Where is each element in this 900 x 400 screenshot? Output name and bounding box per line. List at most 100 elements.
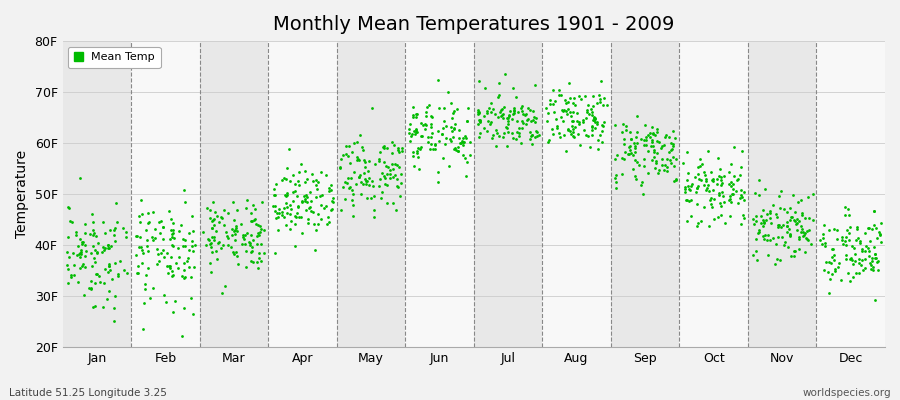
Point bbox=[391, 184, 405, 190]
Point bbox=[214, 215, 229, 222]
Point bbox=[570, 110, 584, 116]
Point bbox=[407, 163, 421, 170]
Point bbox=[177, 236, 192, 243]
Point bbox=[774, 188, 788, 194]
Point bbox=[737, 189, 751, 195]
Point bbox=[78, 264, 93, 270]
Point bbox=[518, 112, 532, 118]
Point bbox=[204, 225, 219, 231]
Point bbox=[866, 264, 880, 270]
Point bbox=[205, 218, 220, 224]
Point bbox=[608, 122, 622, 128]
Point bbox=[310, 220, 325, 227]
Point bbox=[280, 192, 294, 198]
Point bbox=[425, 114, 439, 120]
Point bbox=[683, 183, 698, 189]
Point bbox=[202, 260, 217, 266]
Point bbox=[852, 270, 867, 276]
Point bbox=[773, 204, 788, 211]
Point bbox=[458, 133, 473, 140]
Point bbox=[749, 236, 763, 242]
Point bbox=[292, 182, 307, 188]
Point bbox=[346, 169, 361, 176]
Point bbox=[153, 249, 167, 256]
Point bbox=[480, 128, 494, 134]
Point bbox=[317, 204, 331, 211]
Point bbox=[815, 241, 830, 247]
Point bbox=[364, 194, 379, 201]
Point bbox=[669, 177, 683, 183]
Point bbox=[768, 260, 782, 267]
Point bbox=[447, 121, 462, 127]
Point bbox=[164, 226, 178, 233]
Point bbox=[752, 192, 767, 198]
Point bbox=[166, 243, 180, 250]
Point bbox=[505, 116, 519, 122]
Point bbox=[454, 140, 468, 146]
Point bbox=[323, 182, 338, 188]
Point bbox=[313, 192, 328, 199]
Point bbox=[445, 115, 459, 122]
Point bbox=[445, 128, 459, 134]
Point bbox=[368, 160, 382, 167]
Point bbox=[520, 116, 535, 122]
Point bbox=[500, 115, 515, 121]
Point bbox=[309, 182, 323, 188]
Point bbox=[385, 138, 400, 145]
Point bbox=[362, 158, 376, 164]
Point bbox=[209, 228, 223, 234]
Point bbox=[245, 218, 259, 225]
Point bbox=[176, 243, 190, 249]
Point bbox=[217, 222, 231, 228]
Point bbox=[858, 230, 872, 236]
Point bbox=[229, 249, 243, 256]
Point bbox=[92, 273, 106, 280]
Point bbox=[680, 183, 695, 190]
Point bbox=[286, 198, 301, 204]
Point bbox=[456, 135, 471, 142]
Point bbox=[784, 214, 798, 220]
Point bbox=[527, 119, 542, 125]
Point bbox=[524, 118, 538, 124]
Point bbox=[418, 113, 433, 120]
Point bbox=[715, 189, 729, 195]
Point bbox=[320, 172, 334, 179]
Point bbox=[712, 191, 726, 198]
Point bbox=[838, 212, 852, 218]
Point bbox=[541, 110, 555, 116]
Point bbox=[646, 143, 661, 149]
Point bbox=[714, 174, 728, 180]
Point bbox=[107, 238, 122, 244]
Point bbox=[129, 233, 143, 239]
Point bbox=[292, 168, 306, 175]
Point bbox=[323, 207, 338, 213]
Point bbox=[413, 146, 428, 152]
Point bbox=[218, 283, 232, 289]
Point bbox=[269, 215, 284, 221]
Point bbox=[754, 212, 769, 219]
Point bbox=[228, 237, 242, 243]
Point bbox=[555, 118, 570, 124]
Point bbox=[158, 254, 172, 260]
Point bbox=[423, 134, 437, 140]
Point bbox=[578, 92, 592, 99]
Point bbox=[634, 178, 649, 185]
Point bbox=[267, 192, 282, 198]
Point bbox=[203, 269, 218, 276]
Point bbox=[586, 102, 600, 109]
Point bbox=[563, 112, 578, 119]
Point bbox=[616, 154, 630, 161]
Point bbox=[714, 203, 728, 209]
Point bbox=[659, 132, 673, 138]
Point bbox=[496, 111, 510, 117]
Point bbox=[772, 222, 787, 229]
Point bbox=[162, 262, 176, 269]
Point bbox=[564, 123, 579, 130]
Point bbox=[239, 264, 254, 270]
Point bbox=[706, 204, 720, 210]
Point bbox=[702, 222, 716, 229]
Point bbox=[624, 135, 638, 142]
Point bbox=[856, 267, 870, 274]
Point bbox=[208, 209, 222, 215]
Point bbox=[102, 263, 116, 269]
